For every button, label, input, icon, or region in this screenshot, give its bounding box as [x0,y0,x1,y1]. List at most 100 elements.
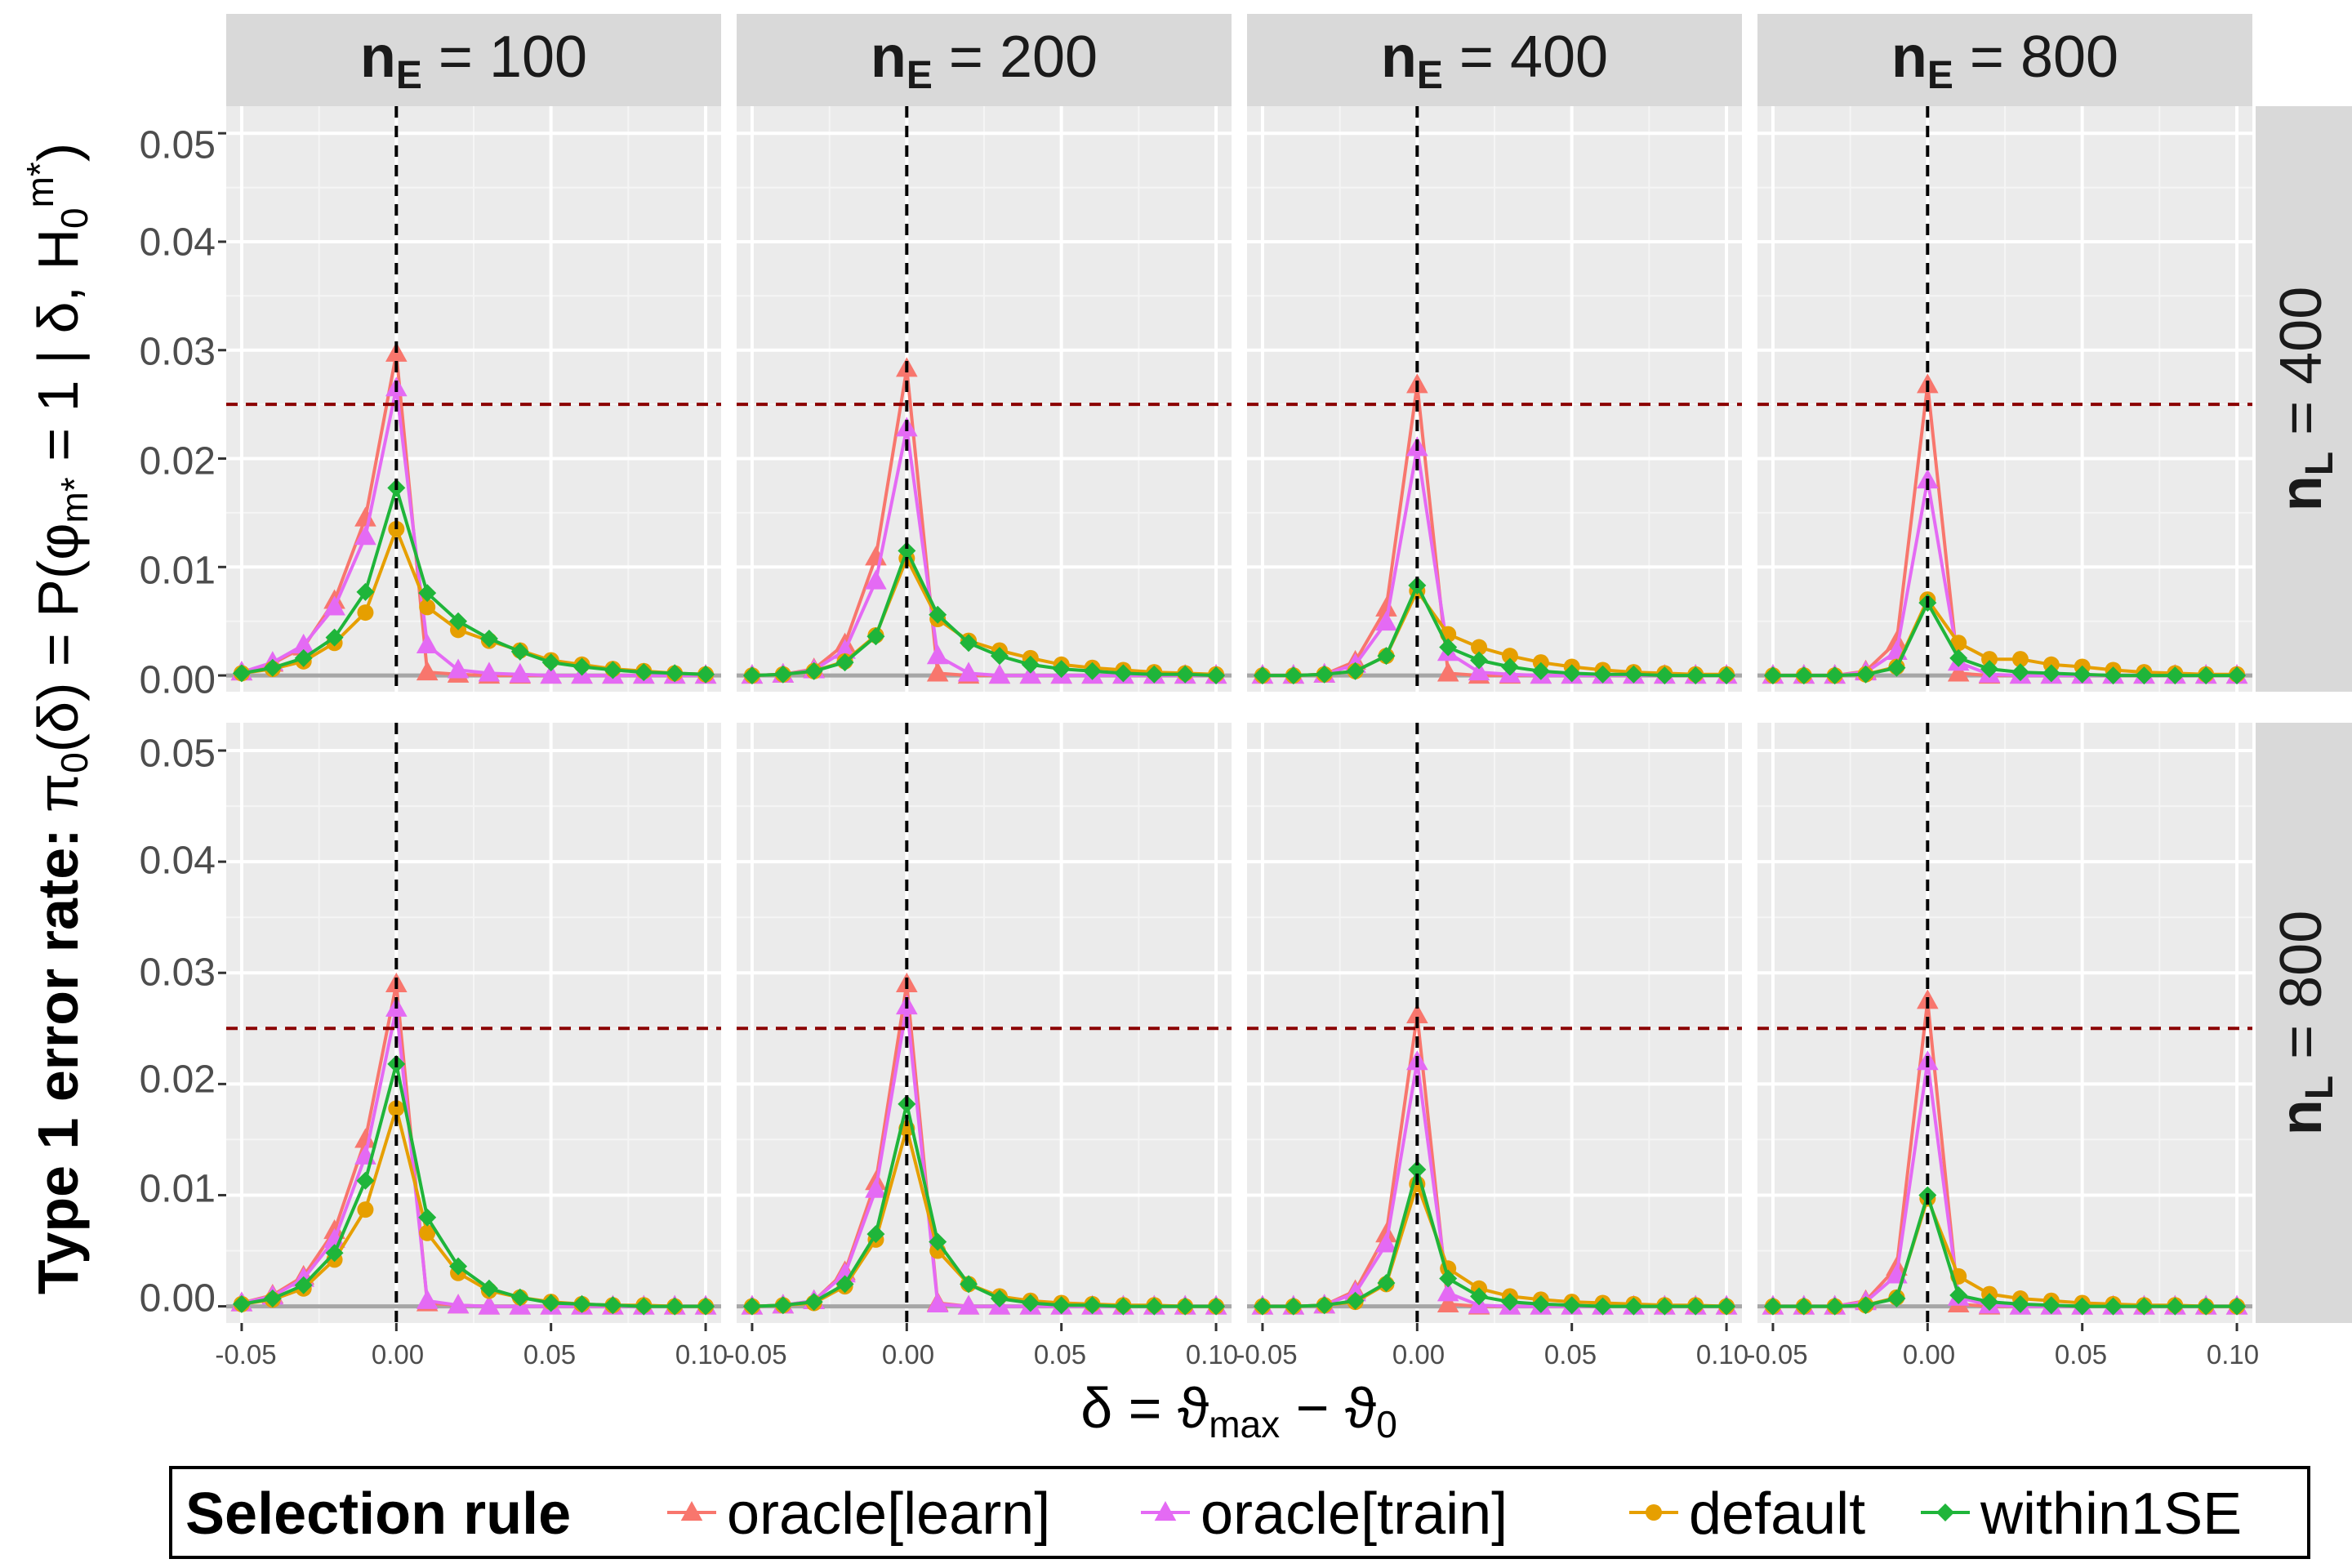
series-within1SE [742,541,1226,685]
legend-key-marker [1154,1501,1177,1521]
data-point [835,1275,854,1294]
data-point [1655,1297,1674,1316]
y-tick-label: 0.00 [140,1277,216,1321]
data-point [479,629,498,648]
data-point [418,1208,437,1227]
y-tick-label: 0.05 [140,124,216,167]
panel-r2-c4 [1757,723,2252,1323]
y-tick-label: 0.03 [140,951,216,995]
data-point [1949,1285,1968,1304]
data-point [960,634,978,653]
data-point [929,1232,947,1251]
data-point [1145,1297,1164,1316]
panel-r2-c3 [1247,723,1742,1323]
data-point [1470,1287,1489,1306]
x-axis-col-2: -0.05 0.00 0.05 0.10 [725,1339,1238,1370]
data-point [478,1294,501,1315]
data-point [1980,660,1999,679]
panel-r1-c1 [226,106,721,692]
data-point [1375,1223,1397,1243]
data-point [388,1100,405,1117]
data-point [1763,1297,1782,1316]
data-point [2228,1297,2247,1316]
series-line [1262,583,1727,678]
x-axis-col-4: -0.05 0.00 0.05 0.10 [1746,1339,2259,1370]
data-point [990,647,1009,666]
series-line [1772,1193,2238,1308]
y-axis-bottom: 0.05 0.04 0.03 0.02 0.01 0.00 [140,733,216,1321]
data-point [1717,666,1736,685]
column-strip-ne-200: nE = 200 [737,14,1232,106]
legend-key-marker [1646,1504,1662,1521]
legend-title: Selection rule [185,1481,571,1547]
x-axis-col-1: -0.05 0.00 0.05 0.10 [215,1339,728,1370]
data-point [929,605,947,624]
data-point [1501,648,1518,665]
x-tick-label: 0.10 [1696,1339,1748,1370]
x-tick-label: 0.00 [1392,1339,1445,1370]
data-point [2197,1297,2216,1316]
data-point [773,665,792,684]
data-point [666,664,684,683]
data-point [1686,666,1705,685]
data-point [1021,1294,1040,1312]
data-point [1624,1297,1643,1316]
x-tick-label: 0.10 [2207,1339,2259,1370]
data-point [294,1276,313,1294]
series-within1SE [1253,1160,1736,1316]
data-point [263,658,282,677]
data-point [1981,651,1998,668]
data-point [666,1297,684,1316]
data-point [1947,662,1970,682]
data-point [356,1171,375,1190]
data-point [960,1275,978,1294]
data-point [510,642,529,661]
series-line [751,1102,1217,1308]
data-point [1408,1160,1427,1179]
data-point [834,639,856,659]
legend-item-4: within1SE [1921,1481,2242,1547]
data-point [957,662,980,682]
y-tick-label: 0.04 [140,840,216,883]
data-point [447,658,470,679]
data-point [742,1297,761,1316]
data-point [354,525,376,546]
data-point [1346,1291,1365,1310]
svg-text:nE = 800: nE = 800 [1891,24,2118,97]
data-point [865,1178,887,1198]
x-axis-col-3: -0.05 0.00 0.05 0.10 [1236,1339,1748,1370]
series-line [241,1062,706,1308]
data-point [926,644,949,665]
data-point [1856,1296,1875,1315]
data-point [479,1279,498,1298]
legend-items: oracle[learn] oracle[train] default within1… [667,1481,2242,1547]
data-point [509,662,532,683]
data-point [1406,1003,1428,1024]
y-tick-label: 0.05 [140,733,216,776]
data-point [1315,1296,1334,1315]
legend-label: within1SE [1980,1481,2242,1547]
data-point [866,1225,885,1244]
legend-item-2: oracle[train] [1141,1481,1508,1547]
series-line [241,386,706,678]
data-point [1717,1297,1736,1316]
data-point [292,633,314,653]
data-point [1531,662,1550,680]
column-strip-ne-100: nE = 100 [226,14,721,106]
data-point [2104,1297,2123,1316]
series-line [241,486,706,676]
x-tick-label: 0.00 [1903,1339,1955,1370]
data-point [2197,666,2216,685]
data-point [1377,1274,1396,1292]
x-tick-label: -0.05 [215,1339,276,1370]
series-within1SE [232,1054,715,1316]
data-point [2011,651,2029,668]
data-point [1531,1294,1550,1313]
data-point [1562,1296,1581,1315]
panel-r2-c2 [737,723,1232,1323]
data-point [419,1224,436,1241]
data-point [1083,1296,1102,1315]
data-point [1052,660,1071,679]
data-point [990,1290,1009,1308]
series-line [751,549,1217,678]
